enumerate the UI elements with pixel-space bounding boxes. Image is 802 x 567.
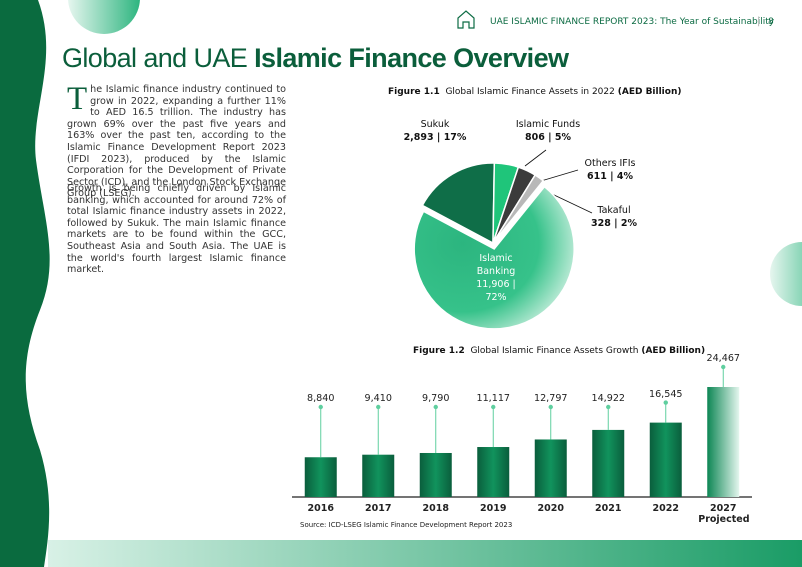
bar <box>592 429 625 497</box>
title-bold: Islamic Finance Overview <box>254 43 569 73</box>
stem-dot <box>721 364 726 370</box>
x-tick-label: 2017 <box>365 503 392 514</box>
bottom-band <box>48 540 802 567</box>
pie-slice <box>413 185 575 330</box>
value-label: 11,117 <box>476 393 511 404</box>
header: UAE ISLAMIC FINANCE REPORT 2023: The Yea… <box>490 17 775 27</box>
pie-label: Takaful 328 | 2% <box>590 205 638 229</box>
x-tick-label: 2020 <box>537 503 564 514</box>
pie-label: Islamic Banking 11,906 | 72% <box>471 252 521 304</box>
bar <box>707 387 740 497</box>
circle-decor <box>68 0 140 34</box>
bar <box>362 454 395 497</box>
caption: Figure 1.2 Global Islamic Finance Assets… <box>413 346 705 356</box>
bar <box>419 452 452 497</box>
x-tick-label: 2016 <box>307 503 334 514</box>
value-label: 16,545 <box>648 388 683 400</box>
pie-label: Sukuk 2,893 | 17% <box>403 119 467 143</box>
title-light: Global and UAE <box>62 43 248 73</box>
value-label: 9,410 <box>364 393 392 404</box>
pie-label: Others IFIs 611 | 4% <box>584 158 636 182</box>
stem-dot <box>606 404 611 410</box>
stem-dot <box>376 404 381 410</box>
circle-decor <box>770 242 802 306</box>
x-tick-label: 2019 <box>480 503 507 514</box>
leader-line <box>540 169 579 182</box>
x-tick-label: 2022 <box>652 503 679 514</box>
pie-value-label: 11,906 | 72% <box>476 279 516 303</box>
caption-unit: (AED Billion) <box>641 346 706 356</box>
stem-dot <box>548 404 553 410</box>
pie-value-label: 2,893 | 17% <box>403 132 467 143</box>
paragraph: The Islamic finance industry continued t… <box>67 81 286 200</box>
page-number: 8 <box>768 17 774 27</box>
value-label: 9,790 <box>422 393 450 404</box>
stem-dot <box>491 404 496 410</box>
pie-slice <box>492 173 545 244</box>
pie-label: Islamic Funds 806 | 5% <box>515 119 581 143</box>
caption: Figure 1.1 Global Islamic Finance Assets… <box>388 87 681 97</box>
caption-title: Global Islamic Finance Assets Growth <box>470 346 639 356</box>
bar <box>304 457 337 497</box>
caption-unit: (AED Billion) <box>617 87 682 97</box>
bar <box>649 422 682 497</box>
bar <box>534 439 567 497</box>
figure-no: Figure 1.1 <box>388 87 440 97</box>
stem-dot <box>318 404 323 410</box>
value-label: 24,467 <box>706 353 741 364</box>
x-tick-label: 2018 <box>422 503 449 514</box>
leader-line <box>551 193 593 214</box>
source: Source: ICD-LSEG Islamic Finance Develop… <box>300 521 513 529</box>
x-tick-label: 2027 Projected <box>698 503 750 525</box>
stem-dot <box>663 400 668 405</box>
value-label: 12,797 <box>533 393 568 404</box>
value-label: 8,840 <box>307 393 335 404</box>
pie-value-label: 611 | 4% <box>586 171 634 182</box>
value-label: 14,922 <box>591 393 626 404</box>
charts <box>292 149 752 498</box>
home-icon <box>457 10 475 29</box>
caption-title: Global Islamic Finance Assets in 2022 <box>445 87 615 97</box>
bar <box>477 447 510 497</box>
x-tick-label: 2021 <box>595 503 622 514</box>
pie-value-label: 806 | 5% <box>524 132 572 143</box>
pie-slice <box>421 162 496 245</box>
pie-value-label: 328 | 2% <box>590 218 638 229</box>
left-wave <box>0 0 50 567</box>
stem-dot <box>433 404 438 410</box>
page-title: Global and UAE Islamic Finance Overview <box>62 43 569 74</box>
leader-line <box>524 149 547 167</box>
separator: | <box>757 16 761 27</box>
paragraph: Growth is being chiefly driven by Islami… <box>67 183 286 276</box>
figure-no: Figure 1.2 <box>413 346 465 356</box>
